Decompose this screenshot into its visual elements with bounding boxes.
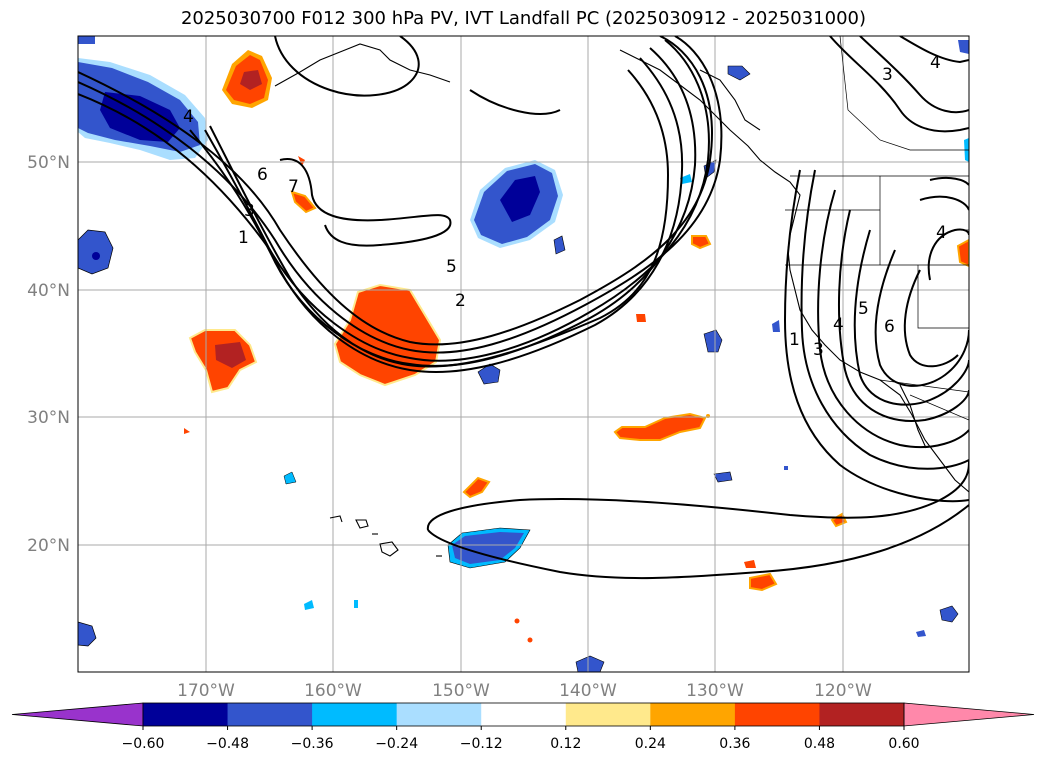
- lat-label: 40°N: [27, 281, 70, 301]
- negative-pv-blob-southwest: [78, 621, 97, 647]
- contour-label: 6: [884, 317, 895, 337]
- lon-label: 130°W: [686, 681, 744, 701]
- contour-line: [929, 176, 969, 186]
- colorbar-tick-label: 0.48: [804, 736, 835, 752]
- colorbar-segment: [396, 703, 482, 726]
- contour-line: [817, 189, 969, 449]
- map-area: 4 6 7 3 1 5 2 1 4 5 6 3 4 3 4: [78, 36, 969, 672]
- contour-label: 4: [833, 315, 844, 335]
- contour-label: 1: [238, 228, 249, 248]
- contour-label: 1: [789, 330, 800, 350]
- contour-labels: 4 6 7 3 1 5 2 1 4 5 6 3 4 3 4: [183, 53, 947, 360]
- colorbar-segment: [565, 703, 651, 726]
- contour-line: [829, 36, 969, 133]
- contour-line: [899, 36, 969, 64]
- colorbar-tick-label: 0.60: [888, 736, 919, 752]
- positive-pv-blob-small-2: [462, 476, 491, 499]
- colorbar-segment: [227, 703, 313, 726]
- ivt-contours: [78, 36, 969, 580]
- colorbar-tick-label: 0.24: [635, 736, 666, 752]
- colorbar-segment: [312, 703, 398, 726]
- colorbar-tick-label: −0.60: [122, 736, 165, 752]
- colorbar-segment: [734, 703, 820, 726]
- contour-label: 3: [813, 340, 824, 360]
- contour-line: [919, 195, 969, 211]
- colorbar-tick-label: −0.24: [375, 736, 418, 752]
- contour-label: 4: [936, 223, 947, 243]
- contour-line: [209, 69, 670, 368]
- colorbar-tick-label: −0.12: [460, 736, 503, 752]
- contour-label: 6: [257, 165, 268, 185]
- lat-label: 20°N: [27, 536, 70, 556]
- lon-label: 160°W: [304, 681, 362, 701]
- contour-line: [469, 89, 561, 115]
- longitude-labels: 170°W 160°W 150°W 140°W 130°W 120°W: [177, 681, 872, 701]
- colorbar-under-arrow: [11, 702, 144, 727]
- contour-label: 2: [455, 291, 466, 311]
- contour-line: [783, 169, 969, 503]
- contour-line: [874, 249, 969, 387]
- colorbar-segment: [481, 703, 567, 726]
- lon-label: 170°W: [177, 681, 235, 701]
- negative-pv-blob-northwest-core: [100, 92, 180, 142]
- contour-label: 4: [930, 53, 941, 73]
- contour-label: 5: [446, 257, 457, 277]
- positive-pv-blob-elongated: [613, 412, 707, 441]
- contour-line: [78, 39, 710, 362]
- contour-line: [800, 169, 969, 470]
- contour-line: [427, 504, 969, 580]
- political-borders: [785, 36, 969, 421]
- colorbar-segment: [143, 703, 229, 726]
- contour-line: [853, 229, 969, 406]
- colorbar-segment: [650, 703, 736, 726]
- lat-label: 30°N: [27, 408, 70, 428]
- lon-label: 120°W: [814, 681, 872, 701]
- contour-label: 4: [183, 107, 194, 127]
- contour-line: [78, 36, 713, 346]
- colorbar-tick-label: −0.48: [206, 736, 249, 752]
- contour-line: [204, 57, 684, 373]
- chart-title: 2025030700 F012 300 hPa PV, IVT Landfall…: [180, 8, 867, 29]
- colorbar-frame: [142, 702, 905, 727]
- colorbar-tick-label: 0.36: [719, 736, 750, 752]
- contour-label: 3: [882, 65, 893, 85]
- pv-anomaly-fills: [78, 36, 969, 672]
- contour-line: [859, 36, 969, 114]
- contour-line: [274, 36, 420, 97]
- colorbar-tick-label: 0.12: [550, 736, 581, 752]
- contour-line: [838, 209, 969, 422]
- lat-label: 50°N: [27, 153, 70, 173]
- contour-label: 7: [288, 177, 299, 197]
- contour-line: [279, 158, 452, 247]
- positive-pv-blob-small-1: [290, 190, 317, 214]
- colorbar-segment: [819, 703, 905, 726]
- colorbar-over-arrow: [903, 702, 1035, 727]
- colorbar: −0.60 −0.48 −0.36 −0.24 −0.12 0.12 0.24 0.36 0.4…: [11, 702, 1035, 752]
- contour-line: [927, 228, 969, 281]
- lon-label: 140°W: [559, 681, 617, 701]
- contour-label: 3: [244, 201, 255, 221]
- lon-label: 150°W: [432, 681, 490, 701]
- negative-pv-blob-corner: [78, 36, 95, 44]
- map-frame: [77, 35, 970, 673]
- contour-label: 5: [858, 299, 869, 319]
- contour-line: [903, 269, 959, 368]
- negative-pv-blob-west-edge: [78, 229, 114, 275]
- latitude-labels: 50°N 40°N 30°N 20°N: [27, 153, 70, 556]
- contour-line: [78, 36, 723, 354]
- colorbar-tick-label: −0.36: [291, 736, 334, 752]
